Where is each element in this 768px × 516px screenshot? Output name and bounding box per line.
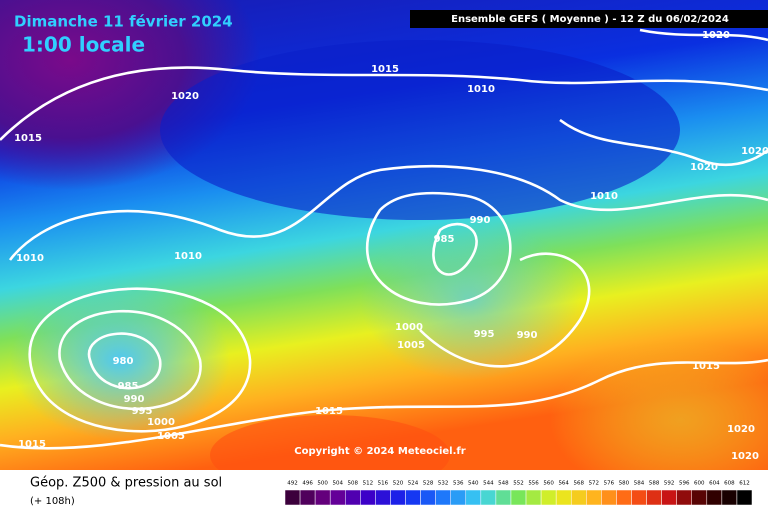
scale-label: 524 xyxy=(408,481,419,487)
scale-label: 608 xyxy=(724,481,735,487)
scale-cell xyxy=(661,489,677,506)
scale-label: 584 xyxy=(634,481,645,487)
scale-label: 600 xyxy=(694,481,705,487)
scale-cell xyxy=(646,489,662,506)
isobar-label: 990 xyxy=(517,330,538,341)
scale-label: 536 xyxy=(453,481,464,487)
scale-cell xyxy=(736,489,753,506)
scale-cell xyxy=(465,489,482,506)
scale-cell xyxy=(390,489,406,506)
isobar-label: 1020 xyxy=(727,424,755,435)
isobar-label: 990 xyxy=(124,394,145,405)
scale-cell xyxy=(721,489,738,506)
isobar-label: 1015 xyxy=(692,361,720,372)
isobar-label: 1020 xyxy=(702,30,730,41)
scale-cell xyxy=(676,489,692,506)
scale-label: 544 xyxy=(483,481,494,487)
isobar-label: 980 xyxy=(113,356,134,367)
scale-cell xyxy=(631,489,647,506)
isobar-label: 1015 xyxy=(371,64,399,75)
scale-label: 568 xyxy=(574,481,585,487)
scale-cell xyxy=(360,489,376,506)
isobar-label: 1010 xyxy=(590,191,618,202)
scale-cell xyxy=(405,489,421,506)
scale-label: 552 xyxy=(513,481,524,487)
date: Dimanche 11 février 2024 xyxy=(14,13,233,31)
model-banner xyxy=(410,10,768,28)
scale-label: 564 xyxy=(558,481,569,487)
isobar-label: 1020 xyxy=(731,451,759,462)
scale-cell xyxy=(329,489,346,506)
model-info: Ensemble GEFS ( Moyenne ) - 12 Z du 06/0… xyxy=(451,14,729,25)
isobar-label: 1015 xyxy=(18,439,46,450)
isobar-label: 1015 xyxy=(315,406,343,417)
footer-title: Géop. Z500 & pression au sol xyxy=(30,476,222,491)
scale-label: 516 xyxy=(378,481,389,487)
isobar-label: 1020 xyxy=(171,91,199,102)
scale-cell xyxy=(375,489,391,506)
scale-label: 532 xyxy=(438,481,449,487)
scale-cell xyxy=(706,489,723,506)
scale-label: 540 xyxy=(468,481,479,487)
isobar-label: 1000 xyxy=(395,322,423,333)
scale-cell xyxy=(586,489,602,506)
isobar-label: 1020 xyxy=(690,162,718,173)
scale-cell xyxy=(435,489,451,506)
isobars xyxy=(0,28,768,450)
scale-cell xyxy=(495,489,512,506)
isobar-label: 1015 xyxy=(14,133,42,144)
scale-cell xyxy=(510,489,527,506)
scale-label: 492 xyxy=(287,481,298,487)
scale-label: 528 xyxy=(423,481,434,487)
scale-label: 612 xyxy=(739,481,750,487)
isobar-label: 1010 xyxy=(467,84,495,95)
scale-cell xyxy=(284,489,301,506)
isobar-label: 1005 xyxy=(157,431,185,442)
isobar-label: 995 xyxy=(132,406,153,417)
copyright: Copyright © 2024 Meteociel.fr xyxy=(294,446,465,457)
scale-cell xyxy=(616,489,632,506)
scale-label: 556 xyxy=(528,481,539,487)
scale-label: 592 xyxy=(664,481,675,487)
scale-cell xyxy=(691,489,708,506)
time: 1:00 locale xyxy=(22,33,145,57)
scale-cell xyxy=(480,489,497,506)
scale-label: 508 xyxy=(348,481,359,487)
scale-label: 560 xyxy=(543,481,554,487)
scale-label: 604 xyxy=(709,481,720,487)
scale-label: 520 xyxy=(393,481,404,487)
footer-lead: (+ 108h) xyxy=(30,496,75,507)
scale-cell xyxy=(450,489,467,506)
scale-label: 496 xyxy=(302,481,313,487)
scale-cell xyxy=(570,489,587,506)
scale-cell xyxy=(555,489,572,506)
scale-cell xyxy=(299,489,316,506)
scale-cell xyxy=(540,489,557,506)
scale-label: 548 xyxy=(498,481,509,487)
scale-cell xyxy=(345,489,361,506)
scale-label: 504 xyxy=(332,481,343,487)
scale-cell xyxy=(314,489,331,506)
isobar-label: 1010 xyxy=(174,251,202,262)
isobar-label: 990 xyxy=(470,215,491,226)
scale-label: 512 xyxy=(363,481,374,487)
scale-label: 576 xyxy=(604,481,615,487)
scale-label: 500 xyxy=(317,481,328,487)
scale-label: 588 xyxy=(649,481,660,487)
scale-cell xyxy=(525,489,542,506)
scale-label: 580 xyxy=(619,481,630,487)
scale-cell xyxy=(601,489,617,506)
scale-label: 572 xyxy=(589,481,600,487)
isobar-label: 1000 xyxy=(147,417,175,428)
scale-cell xyxy=(420,489,436,506)
isobar-label: 1020 xyxy=(741,146,768,157)
isobar-label: 985 xyxy=(434,234,455,245)
isobar-label: 995 xyxy=(474,329,495,340)
isobar-label: 985 xyxy=(118,381,139,392)
isobar-label: 1010 xyxy=(16,253,44,264)
isobar-label: 1005 xyxy=(397,340,425,351)
scale-label: 596 xyxy=(679,481,690,487)
